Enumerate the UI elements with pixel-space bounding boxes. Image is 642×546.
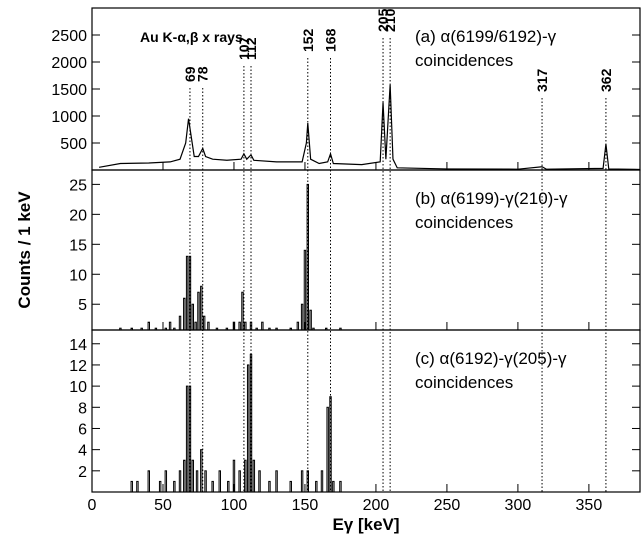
bin [197, 291, 200, 331]
bin [244, 459, 247, 493]
peak-label: 205 [375, 8, 391, 32]
panel-subtitle: coincidences [415, 373, 513, 392]
peak-label: 168 [323, 28, 339, 52]
bin [185, 385, 189, 493]
bin [296, 321, 300, 331]
bin [147, 321, 150, 331]
y-tick-label: 15 [69, 237, 87, 254]
bin [183, 297, 186, 331]
bin [173, 480, 176, 493]
bin [252, 459, 256, 493]
bin [211, 480, 214, 493]
peak-label: 152 [300, 28, 316, 52]
annotation: Au K-α,β x rays [140, 29, 243, 45]
y-axis-label: Counts / 1 keV [15, 191, 34, 309]
bin [326, 406, 329, 493]
peak-label: 210 [382, 8, 398, 32]
bin [183, 459, 186, 493]
x-tick-label: 0 [88, 497, 97, 514]
bin [202, 315, 206, 331]
y-tick-label: 6 [78, 421, 87, 438]
y-tick-label: 1500 [51, 82, 87, 99]
y-tick-label: 10 [69, 267, 87, 284]
x-tick-label: 300 [505, 497, 532, 514]
bin [238, 321, 241, 331]
y-tick-label: 12 [69, 358, 87, 375]
y-tick-label: 10 [69, 379, 87, 396]
bin [320, 470, 324, 493]
bin [227, 480, 230, 493]
bin [238, 470, 241, 493]
y-tick-label: 500 [60, 136, 87, 153]
bin [164, 470, 168, 493]
bin [315, 480, 318, 493]
x-tick-label: 350 [576, 497, 603, 514]
panel-subtitle: coincidences [415, 213, 513, 232]
bin [195, 470, 199, 493]
y-tick-label: 2500 [51, 28, 87, 45]
x-axis-label: Eγ [keV] [332, 515, 399, 534]
spectrum [98, 84, 641, 171]
y-tick-label: 2 [78, 464, 87, 481]
bin [303, 249, 307, 331]
y-tick-label: 14 [69, 337, 87, 354]
panel-title: (b) α(6199)-γ(210)-γ [415, 189, 568, 208]
bin [207, 321, 210, 331]
panel-subtitle: coincidences [415, 51, 513, 70]
bin [147, 470, 150, 493]
bin [191, 303, 195, 331]
bin [178, 315, 182, 331]
bin [218, 470, 221, 493]
y-tick-label: 25 [69, 177, 87, 194]
bin [332, 480, 335, 493]
bin [185, 255, 189, 331]
bin [241, 291, 244, 331]
x-tick-label: 150 [292, 497, 319, 514]
x-tick-label: 200 [363, 497, 390, 514]
peak-label: 107 [236, 36, 252, 60]
bin [268, 480, 271, 493]
x-tick-label: 100 [221, 497, 248, 514]
panel-frame [91, 329, 641, 493]
bin [289, 480, 292, 493]
bin [191, 459, 195, 493]
y-tick-label: 4 [78, 443, 87, 460]
y-tick-label: 5 [78, 297, 87, 314]
bin [194, 321, 197, 331]
peak-label: 112 [243, 37, 259, 60]
bin [261, 321, 264, 331]
bin [200, 285, 203, 331]
bin [258, 470, 261, 493]
bin [244, 321, 247, 331]
peak-label: 69 [182, 66, 198, 82]
bin [200, 449, 203, 493]
peak-label: 362 [598, 68, 614, 92]
bin [136, 480, 139, 493]
y-tick-label: 1000 [51, 109, 87, 126]
y-tick-label: 20 [69, 207, 87, 224]
bin [339, 480, 342, 493]
x-tick-label: 50 [154, 497, 172, 514]
bin [130, 480, 133, 493]
bin [275, 470, 278, 493]
bin [168, 321, 172, 331]
y-tick-label: 8 [78, 400, 87, 417]
bin [178, 470, 182, 493]
bin [309, 309, 312, 331]
peak-label: 317 [534, 68, 550, 92]
bin [204, 470, 207, 493]
bin [300, 470, 304, 493]
bin [246, 364, 250, 493]
bin [158, 480, 162, 493]
panel-title: (c) α(6192)-γ(205)-γ [415, 349, 567, 368]
x-tick-label: 250 [434, 497, 461, 514]
bin [300, 303, 304, 331]
y-tick-label: 2000 [51, 55, 87, 72]
panel-title: (a) α(6199/6192)-γ [415, 27, 557, 46]
peak-label: 78 [195, 66, 211, 82]
